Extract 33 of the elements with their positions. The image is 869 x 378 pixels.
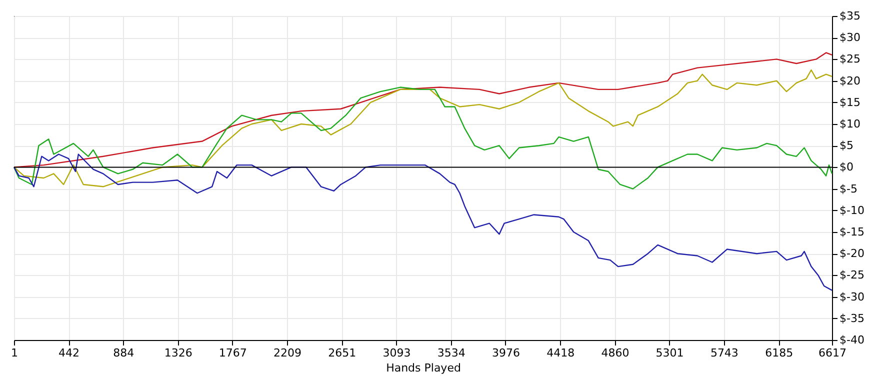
x-tick-label: 6185 [765,346,794,360]
x-axis-title: Hands Played [386,362,461,374]
x-tick-label: 4860 [601,346,630,360]
y-tick-label: $5 [840,139,854,152]
y-tick-label: $-25 [840,268,864,282]
y-tick-label: $20 [840,74,860,88]
y-tick-label: $15 [840,96,860,109]
y-tick-label: $30 [840,31,860,44]
x-tick-label: 1 [11,346,18,360]
y-tick-label: $35 [840,10,860,22]
x-tick-label: 1326 [164,346,192,360]
x-tick-label: 4418 [546,346,575,360]
x-tick-label: 1767 [218,346,247,360]
x-tick-label: 442 [58,346,80,360]
y-tick-label: $-5 [840,182,858,196]
y-tick-label: $-35 [840,312,864,325]
x-tick-label: 3976 [492,346,520,360]
x-tick-label: 3534 [437,346,466,360]
y-tick-label: $-40 [840,334,864,346]
y-tick-label: $0 [840,160,854,174]
y-tick-label: $25 [840,52,860,66]
y-tick-label: $-20 [840,247,864,260]
y-tick-label: $10 [840,118,860,130]
y-tick-label: $-10 [840,204,864,217]
x-tick-label: 6617 [818,346,846,360]
x-tick-label: 2209 [273,346,302,360]
y-tick-label: $-30 [840,290,864,304]
x-tick-label: 884 [113,346,134,360]
x-tick-label: 2651 [328,346,356,360]
x-tick-label: 5301 [656,346,684,360]
x-tick-label: 5743 [710,346,738,360]
y-tick-label: $-15 [840,226,864,238]
x-tick-label: 3093 [382,346,411,360]
